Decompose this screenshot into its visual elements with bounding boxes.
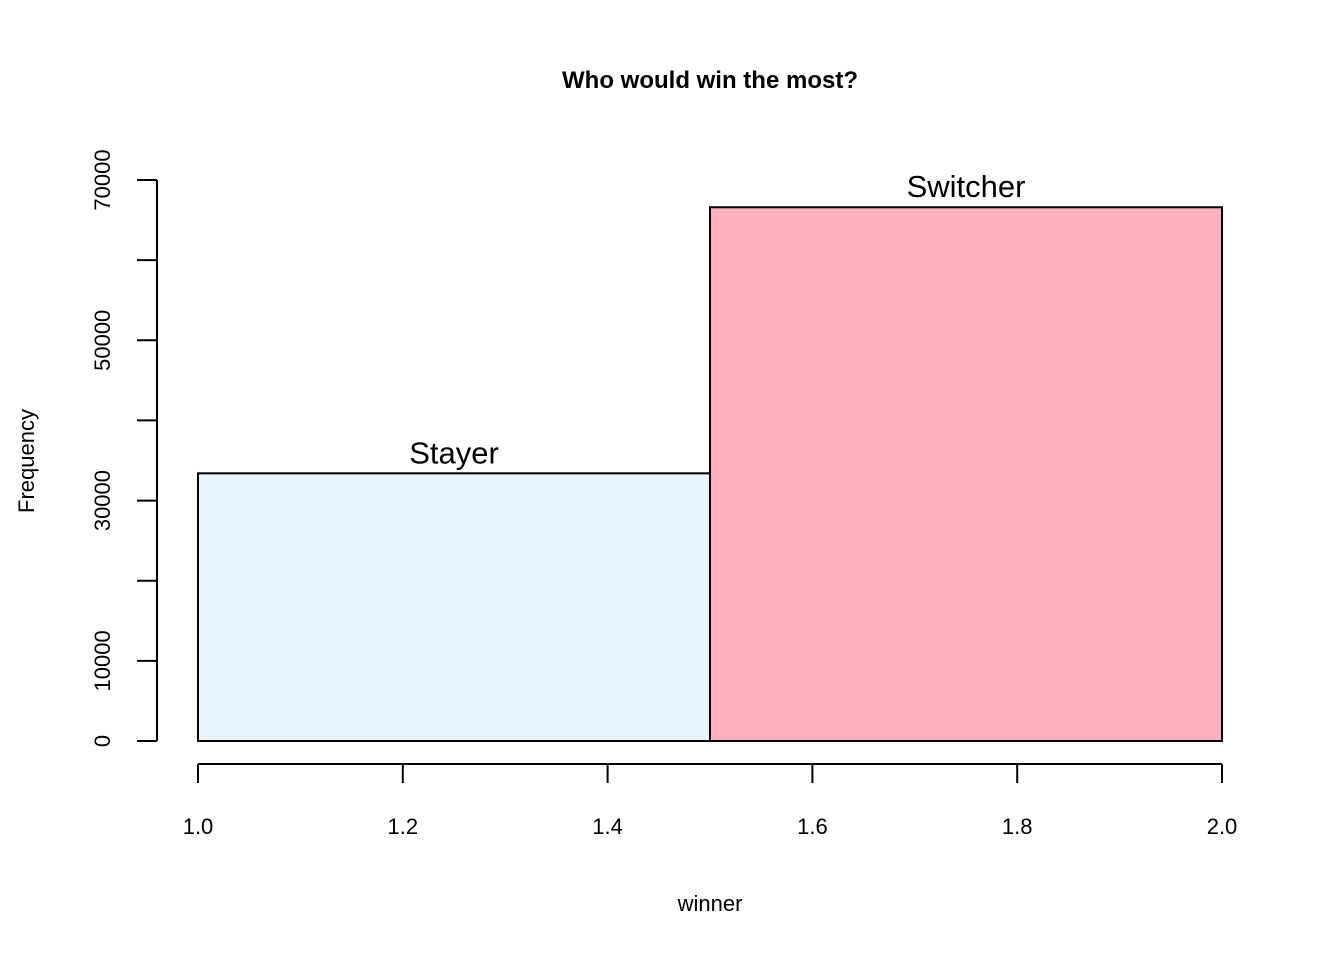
bar-labels-layer: Stayer Switcher (409, 169, 1025, 470)
x-tick-label: 1.2 (388, 814, 419, 839)
x-tick-label: 1.8 (1002, 814, 1033, 839)
x-axis: 1.0 1.2 1.4 1.6 1.8 2.0 (183, 763, 1238, 839)
bar-switcher (709, 206, 1223, 742)
x-tick-label: 1.0 (183, 814, 214, 839)
bar-label-stayer: Stayer (409, 435, 499, 470)
y-tick-label: 10000 (90, 630, 115, 691)
y-tick-label: 30000 (90, 470, 115, 531)
bar-stayer (197, 472, 711, 742)
chart-title: Who would win the most? (562, 67, 858, 94)
y-tick-label: 0 (90, 735, 115, 747)
x-tick-label: 1.6 (797, 814, 828, 839)
x-tick-label: 2.0 (1207, 814, 1238, 839)
bars-layer (197, 206, 1223, 742)
x-axis-label: winner (677, 891, 743, 916)
y-tick-label: 70000 (90, 149, 115, 210)
bar-label-switcher: Switcher (907, 169, 1026, 204)
y-tick-label: 50000 (90, 310, 115, 371)
y-axis: 0 10000 30000 50000 70000 (90, 149, 158, 747)
y-axis-label: Frequency (14, 409, 39, 513)
x-tick-label: 1.4 (592, 814, 623, 839)
